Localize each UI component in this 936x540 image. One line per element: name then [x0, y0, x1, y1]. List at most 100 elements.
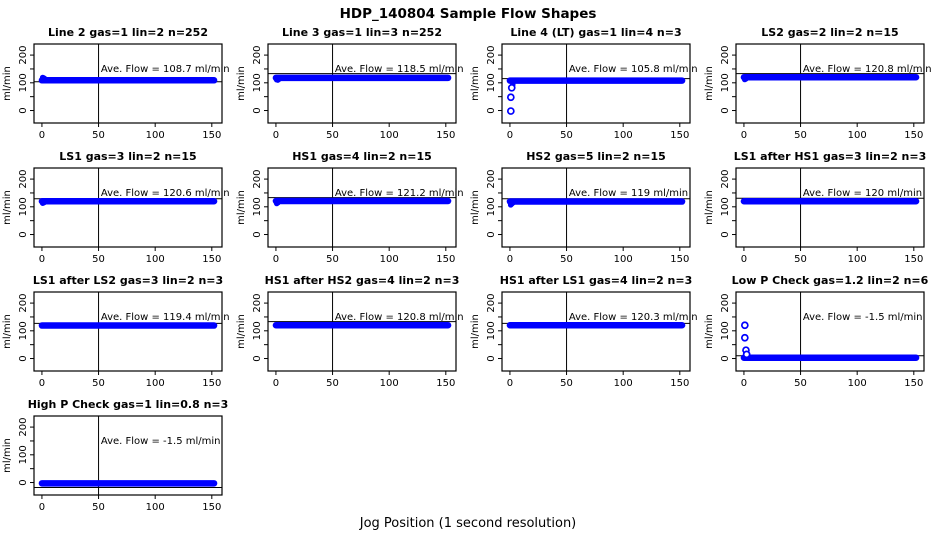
x-tick-label: 100	[146, 130, 165, 141]
subplot-canvas: HS2 gas=5 lin=2 n=15 Ave. Flow = 119 ml/m…	[470, 150, 691, 265]
x-tick-label: 0	[741, 254, 747, 265]
x-tick-label: 50	[326, 130, 339, 141]
y-axis-label: ml/min	[470, 66, 481, 101]
y-tick-label: 0	[486, 355, 497, 361]
subplot-title: High P Check gas=1 lin=0.8 n=3	[28, 398, 229, 411]
y-tick-label: 0	[18, 231, 29, 237]
x-tick-label: 50	[92, 254, 105, 265]
plot-box	[267, 167, 457, 248]
subplot-cell-8: LS1 after HS1 gas=3 lin=2 n=3 Ave. Flow =…	[702, 146, 936, 270]
x-tick-label: 0	[507, 130, 513, 141]
x-tick-label: 0	[741, 130, 747, 141]
y-tick-label: 200	[252, 46, 263, 65]
y-tick-label: 100	[252, 197, 263, 216]
y-tick-label: 100	[720, 73, 731, 92]
x-tick-label: 0	[273, 254, 279, 265]
subplot-cell-11: HS1 after LS1 gas=4 lin=2 n=3 Ave. Flow =…	[468, 270, 702, 394]
x-tick-label: 150	[202, 378, 221, 389]
y-tick-label: 0	[486, 107, 497, 113]
y-tick-label: 200	[720, 294, 731, 313]
ave-flow-label: Ave. Flow = 120 ml/min	[803, 188, 922, 199]
x-tick-label: 150	[436, 378, 455, 389]
y-axis-label: ml/min	[2, 314, 13, 349]
data-point-open	[742, 350, 751, 359]
y-axis-label: ml/min	[236, 314, 247, 349]
ave-flow-label: Ave. Flow = 105.8 ml/min	[569, 64, 698, 75]
y-tick-label: 0	[252, 107, 263, 113]
x-tick-label: 0	[39, 254, 45, 265]
y-axis-label: ml/min	[470, 190, 481, 225]
y-tick-label: 0	[18, 107, 29, 113]
x-tick-label: 50	[560, 254, 573, 265]
subplot-cell-6: HS1 gas=4 lin=2 n=15 Ave. Flow = 121.2 ml…	[234, 146, 468, 270]
subplot-title: HS1 after HS2 gas=4 lin=2 n=3	[265, 274, 460, 287]
plot-box	[501, 291, 691, 372]
data-point-filled	[510, 199, 516, 206]
empty-cell	[234, 394, 468, 518]
subplot-title: HS2 gas=5 lin=2 n=15	[526, 150, 666, 163]
y-axis-label: ml/min	[2, 190, 13, 225]
y-tick-label: 0	[18, 355, 29, 361]
x-tick-label: 100	[614, 254, 633, 265]
x-tick-label: 150	[436, 130, 455, 141]
x-tick-label: 50	[794, 130, 807, 141]
empty-cell	[468, 394, 702, 518]
x-tick-label: 50	[560, 130, 573, 141]
x-tick-label: 100	[848, 378, 867, 389]
x-tick-label: 50	[92, 502, 105, 513]
ave-flow-label: Ave. Flow = 119 ml/min	[569, 188, 688, 199]
ave-flow-label: Ave. Flow = 120.6 ml/min	[101, 188, 230, 199]
subplot-title: LS1 after LS2 gas=3 lin=2 n=3	[33, 274, 223, 287]
y-tick-label: 200	[252, 294, 263, 313]
x-tick-label: 150	[202, 254, 221, 265]
y-tick-label: 200	[18, 46, 29, 65]
empty-cell	[702, 394, 936, 518]
ave-flow-label: Ave. Flow = 121.2 ml/min	[335, 188, 464, 199]
y-tick-label: 0	[486, 231, 497, 237]
x-tick-label: 150	[436, 254, 455, 265]
subplot-title: LS1 after HS1 gas=3 lin=2 n=3	[734, 150, 927, 163]
x-tick-label: 0	[39, 502, 45, 513]
subplot-canvas: HS1 after LS1 gas=4 lin=2 n=3 Ave. Flow =…	[470, 274, 698, 389]
subplot-canvas: LS2 gas=2 lin=2 n=15 Ave. Flow = 120.8 ml…	[704, 26, 932, 141]
subplot-title: HS1 after LS1 gas=4 lin=2 n=3	[500, 274, 693, 287]
ave-flow-label: Ave. Flow = 108.7 ml/min	[101, 64, 230, 75]
y-tick-label: 100	[18, 321, 29, 340]
x-tick-label: 100	[848, 130, 867, 141]
subplot-cell-13: High P Check gas=1 lin=0.8 n=3 Ave. Flow …	[0, 394, 234, 518]
x-tick-label: 100	[380, 130, 399, 141]
y-axis-label: ml/min	[236, 190, 247, 225]
subplot-cell-3: Line 4 (LT) gas=1 lin=4 n=3 Ave. Flow = 1…	[468, 22, 702, 146]
plot-grid: Line 2 gas=1 lin=2 n=252 Ave. Flow = 108.…	[0, 22, 936, 518]
subplot-canvas: Line 2 gas=1 lin=2 n=252 Ave. Flow = 108.…	[2, 26, 230, 141]
subplot-title: Line 2 gas=1 lin=2 n=252	[48, 26, 208, 39]
data-point-filled	[41, 199, 47, 206]
y-tick-label: 200	[720, 170, 731, 189]
x-tick-label: 100	[146, 502, 165, 513]
y-tick-label: 100	[720, 197, 731, 216]
y-tick-label: 0	[252, 231, 263, 237]
x-tick-label: 0	[741, 378, 747, 389]
subplot-canvas: High P Check gas=1 lin=0.8 n=3 Ave. Flow …	[2, 398, 229, 513]
subplot-cell-12: Low P Check gas=1.2 lin=2 n=6 Ave. Flow =…	[702, 270, 936, 394]
x-tick-label: 0	[507, 378, 513, 389]
subplot-title: LS1 gas=3 lin=2 n=15	[59, 150, 196, 163]
subplot-title: Line 4 (LT) gas=1 lin=4 n=3	[510, 26, 681, 39]
x-tick-label: 150	[202, 130, 221, 141]
data-point-filled	[276, 76, 282, 83]
x-tick-label: 100	[848, 254, 867, 265]
x-tick-label: 50	[326, 254, 339, 265]
subplot-cell-9: LS1 after LS2 gas=3 lin=2 n=3 Ave. Flow =…	[0, 270, 234, 394]
x-tick-label: 100	[146, 254, 165, 265]
y-tick-label: 100	[18, 197, 29, 216]
plot-box	[267, 43, 457, 124]
y-axis-label: ml/min	[2, 438, 13, 473]
data-point-open	[506, 107, 515, 115]
subplot-cell-5: LS1 gas=3 lin=2 n=15 Ave. Flow = 120.6 ml…	[0, 146, 234, 270]
y-tick-label: 0	[720, 107, 731, 113]
plot-box	[735, 167, 925, 248]
subplot-title: Low P Check gas=1.2 lin=2 n=6	[732, 274, 929, 287]
x-tick-label: 50	[560, 378, 573, 389]
x-tick-label: 100	[146, 378, 165, 389]
y-tick-label: 100	[252, 73, 263, 92]
